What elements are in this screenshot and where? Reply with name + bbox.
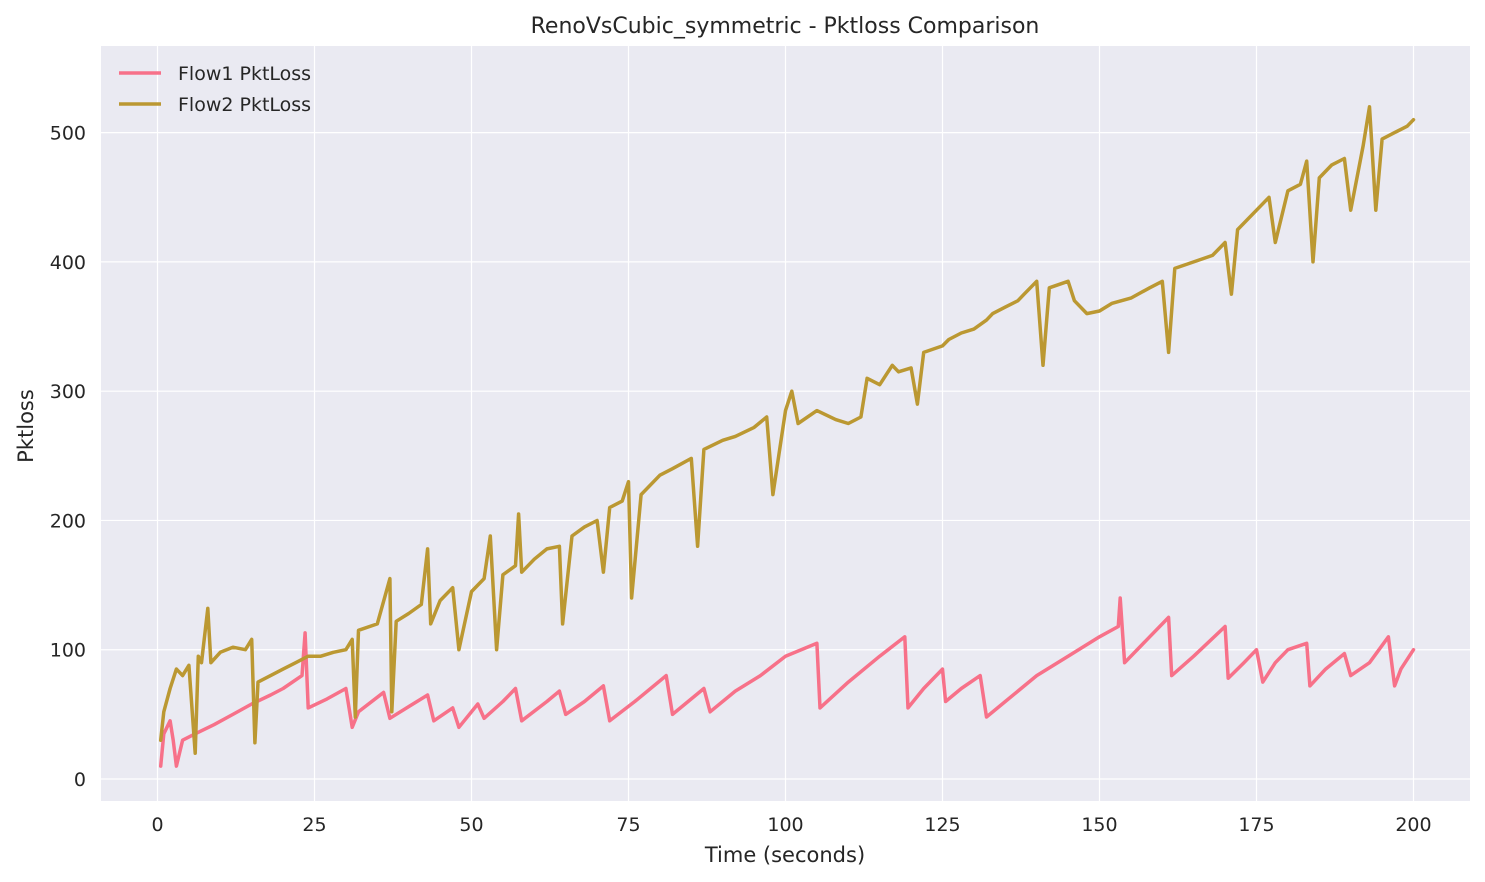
- chart-title: RenoVsCubic_symmetric - Pktloss Comparis…: [531, 14, 1040, 39]
- x-tick-label: 25: [302, 814, 326, 836]
- x-tick-label: 150: [1081, 814, 1117, 836]
- y-tick-label: 100: [50, 640, 86, 662]
- x-axis-label: Time (seconds): [704, 843, 865, 867]
- x-tick-label: 0: [151, 814, 163, 836]
- x-axis-ticks: 0 25 50 75 100 125 150 175 200: [151, 814, 1431, 836]
- legend: Flow1 PktLoss Flow2 PktLoss: [119, 63, 311, 116]
- x-tick-label: 175: [1238, 814, 1274, 836]
- y-tick-label: 300: [50, 381, 86, 403]
- y-axis-label: Pktloss: [14, 389, 38, 463]
- y-tick-label: 0: [74, 769, 86, 791]
- x-tick-label: 50: [459, 814, 483, 836]
- legend-label: Flow2 PktLoss: [178, 94, 311, 116]
- series-layer: [158, 105, 1416, 768]
- series-line-flow2: [158, 105, 1416, 755]
- x-tick-label: 200: [1395, 814, 1431, 836]
- y-tick-label: 400: [50, 252, 86, 274]
- series-line-flow1: [158, 596, 1416, 768]
- grid: [101, 46, 1470, 801]
- y-axis-ticks: 0 100 200 300 400 500: [50, 123, 86, 791]
- x-tick-label: 100: [767, 814, 803, 836]
- x-tick-label: 125: [924, 814, 960, 836]
- y-tick-label: 200: [50, 510, 86, 532]
- legend-label: Flow1 PktLoss: [178, 63, 311, 85]
- x-tick-label: 75: [616, 814, 640, 836]
- y-tick-label: 500: [50, 123, 86, 145]
